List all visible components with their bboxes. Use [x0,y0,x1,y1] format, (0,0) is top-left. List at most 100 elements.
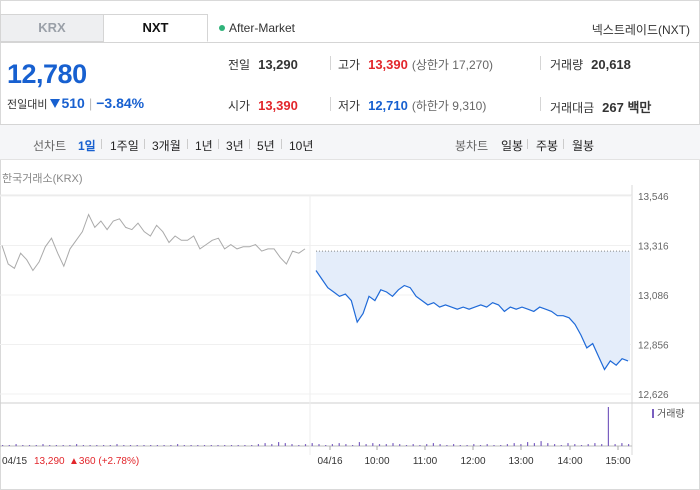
prev-day-label: 04/15 [2,456,27,467]
stat-label: 시가 [228,99,251,113]
volume-bar [439,444,441,447]
volume-bar [527,442,529,446]
change-label: 전일대비 [7,99,48,111]
volume-bar [479,445,482,446]
candle-daily[interactable]: 일봉 [501,139,524,153]
stat-label: 저가 [338,99,361,113]
volume-bar [298,445,300,446]
x-tick-label: 15:00 [605,456,630,467]
volume-bar [325,445,327,446]
volume-bar [217,445,219,446]
volume-bar [264,443,266,446]
prev-day-series-line [1,213,306,272]
stat-value: 12,710 [368,98,408,113]
volume-bar [123,445,125,446]
stat-sub: (하한가 9,310) [411,99,487,113]
volume-bar [399,444,401,447]
tab-nxt[interactable]: NXT [104,14,208,42]
volume-bar [459,445,461,446]
volume-bar [352,445,354,446]
candle-weekly[interactable]: 주봉 [536,139,559,153]
volume-bar [291,444,293,447]
divider [330,56,331,70]
period-1w[interactable]: 1주일 [110,139,139,153]
volume-bar [574,444,576,447]
volume-bar [96,445,98,446]
period-3y[interactable]: 3년 [226,139,244,153]
volume-bar [506,444,508,447]
volume-bar [453,444,455,447]
prev-day-change: ▲360 (+2.78%) [69,456,139,467]
volume-bar [2,445,4,446]
y-tick-label: 13,316 [638,242,669,253]
volume-bar [587,444,589,447]
y-tick-label: 12,856 [638,341,669,352]
volume-bar [547,443,549,446]
prev-day-close: 13,290 [34,456,65,467]
volume-bar [230,445,233,446]
volume-bar [170,445,172,446]
stat-label: 고가 [338,58,361,72]
volume-bar [136,445,138,446]
divider [218,139,219,149]
divider: | [88,96,93,111]
volume-bars [2,407,630,447]
volume-bar [614,444,616,447]
down-triangle-icon [50,99,61,109]
stat-prev-close: 전일 13,290 [228,56,298,73]
volume-bar [412,444,414,447]
volume-bar [392,443,394,446]
x-tick-label: 11:00 [413,456,438,467]
volume-bar [385,444,387,447]
change-percent: −3.84% [96,95,145,111]
price-stats: 전일 13,290 시가 13,390 고가 13,390 (상한가 17,270) 저… [210,42,700,124]
volume-bar [257,444,259,447]
volume-bar [607,407,609,446]
volume-bar [601,444,603,447]
tab-krx[interactable]: KRX [0,14,104,42]
volume-bar [473,444,475,447]
period-3m[interactable]: 3개월 [152,139,181,153]
volume-bar [372,443,374,446]
volume-bar [55,445,57,446]
volume-bar [318,444,320,447]
volume-bar [432,443,434,446]
exchange-name: 넥스트레이드(NXT) [591,23,690,37]
divider [563,139,564,149]
volume-bar [567,443,569,446]
x-tick-label: 12:00 [460,456,485,467]
volume-bar [237,445,239,446]
volume-bar [419,445,421,446]
price-change: 전일대비 510 | −3.84% [7,95,144,112]
period-1y[interactable]: 1년 [195,139,213,153]
y-tick-labels: 13,546 13,316 13,086 12,856 12,626 [638,192,669,401]
stat-value: 13,290 [258,57,298,72]
volume-bar [42,444,44,447]
stat-label: 전일 [228,58,251,72]
divider [144,139,145,149]
volume-bar [331,444,333,447]
candle-monthly[interactable]: 월봉 [572,139,595,153]
volume-bar [580,445,583,446]
x-tick-label: 04/16 [317,456,342,467]
stat-low: 저가 12,710 (하한가 9,310) [338,97,486,114]
price-chart[interactable]: 13,546 13,316 13,086 12,856 12,626 04/16 10:0… [0,185,700,485]
volume-bar [203,445,206,446]
period-1d[interactable]: 1일 [78,139,96,153]
stat-high: 고가 13,390 (상한가 17,270) [338,56,493,73]
volume-bar [358,442,360,446]
period-5y[interactable]: 5년 [257,139,275,153]
volume-bar [554,444,556,447]
volume-bar [540,441,542,446]
volume-bar [109,445,111,446]
stat-value: 20,618 [591,57,631,72]
volume-bar [278,442,280,446]
period-10y[interactable]: 10년 [289,139,314,153]
chart-source-label: 한국거래소(KRX) [2,173,83,185]
x-tick-label: 13:00 [508,456,533,467]
volume-bar [304,444,307,447]
stat-label: 거래대금 [550,101,595,115]
volume-bar [533,443,535,446]
session-label: After-Market [229,21,296,35]
x-tick-labels: 04/16 10:00 11:00 12:00 13:00 14:00 15:00 [317,446,631,467]
